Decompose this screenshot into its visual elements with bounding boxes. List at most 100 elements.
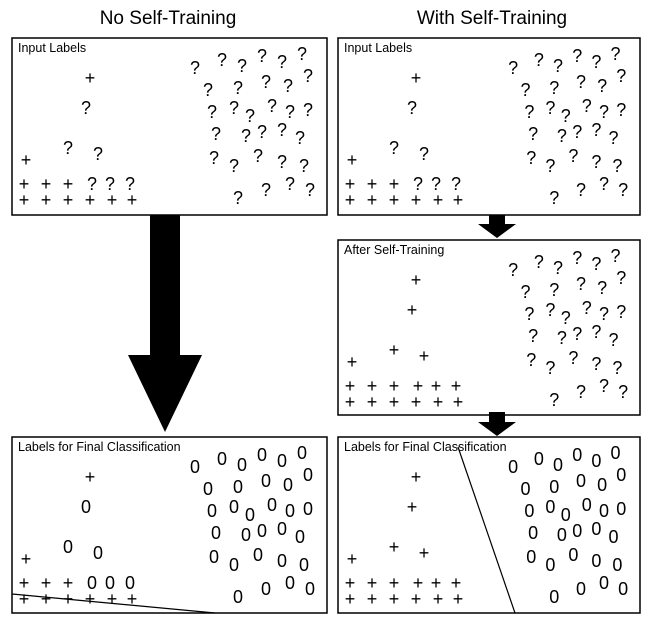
symbol: ? <box>576 72 586 92</box>
symbol: 0 <box>582 495 592 515</box>
symbol: + <box>345 573 356 593</box>
symbol: + <box>411 589 422 609</box>
symbol: ? <box>508 260 518 280</box>
symbol: 0 <box>616 499 626 519</box>
symbol: 0 <box>521 479 531 499</box>
symbol: 0 <box>561 505 571 525</box>
symbol: ? <box>572 46 582 66</box>
symbol: 0 <box>576 579 586 599</box>
symbol: 0 <box>125 573 135 593</box>
panel-title: Labels for Final Classification <box>344 440 507 454</box>
symbol: 0 <box>549 477 559 497</box>
symbol: 0 <box>229 555 239 575</box>
symbol: ? <box>553 56 563 76</box>
symbol: ? <box>612 156 622 176</box>
symbol: 0 <box>261 471 271 491</box>
arrow <box>478 215 516 238</box>
symbol: 0 <box>261 579 271 599</box>
symbol: 0 <box>277 451 287 471</box>
panel <box>337 239 641 416</box>
symbol: ? <box>451 174 461 194</box>
symbol: + <box>431 573 442 593</box>
symbol: + <box>451 573 462 593</box>
symbol: + <box>367 392 378 412</box>
symbol: ? <box>203 80 213 100</box>
symbol: + <box>367 190 378 210</box>
symbol: ? <box>549 188 559 208</box>
symbol: ? <box>599 304 609 324</box>
symbol: 0 <box>241 525 251 545</box>
symbol: 0 <box>610 443 620 463</box>
symbol: ? <box>285 174 295 194</box>
symbol: ? <box>93 144 103 164</box>
symbol: + <box>41 190 52 210</box>
symbol: 0 <box>229 497 239 517</box>
symbol: ? <box>545 98 555 118</box>
symbol: ? <box>253 146 263 166</box>
symbol: 0 <box>285 573 295 593</box>
symbol: ? <box>303 66 313 86</box>
symbol: ? <box>526 148 536 168</box>
symbol: + <box>345 174 356 194</box>
symbol: 0 <box>305 579 315 599</box>
symbol: ? <box>610 44 620 64</box>
symbol: + <box>19 589 30 609</box>
symbol: + <box>85 68 96 88</box>
column-header: No Self-Training <box>100 8 237 29</box>
symbol: 0 <box>297 443 307 463</box>
symbol: + <box>453 589 464 609</box>
panel-title: After Self-Training <box>344 243 444 257</box>
symbol: ? <box>599 174 609 194</box>
symbol: + <box>431 376 442 396</box>
symbol: + <box>85 589 96 609</box>
symbol: + <box>419 346 430 366</box>
symbol: ? <box>524 304 534 324</box>
symbol: 0 <box>253 545 263 565</box>
symbol: ? <box>576 274 586 294</box>
symbol: ? <box>528 124 538 144</box>
symbol: ? <box>431 174 441 194</box>
symbol: 0 <box>545 497 555 517</box>
symbol: ? <box>591 322 601 342</box>
symbol: 0 <box>534 449 544 469</box>
panel-title: Input Labels <box>18 41 86 55</box>
symbol: + <box>41 573 52 593</box>
symbol: 0 <box>257 521 267 541</box>
symbol: + <box>413 573 424 593</box>
symbol: ? <box>81 98 91 118</box>
symbol: ? <box>572 324 582 344</box>
symbol: ? <box>63 138 73 158</box>
symbol: 0 <box>233 477 243 497</box>
symbol: + <box>411 68 422 88</box>
symbol: + <box>41 174 52 194</box>
symbol: ? <box>545 358 555 378</box>
symbol: + <box>127 589 138 609</box>
symbol: 0 <box>87 573 97 593</box>
symbol: 0 <box>591 551 601 571</box>
symbol: ? <box>618 180 628 200</box>
symbol: 0 <box>207 501 217 521</box>
symbol: 0 <box>233 587 243 607</box>
arrow <box>128 215 202 432</box>
symbol: + <box>413 376 424 396</box>
symbol: 0 <box>568 545 578 565</box>
symbol: + <box>21 549 32 569</box>
symbol: + <box>419 543 430 563</box>
symbol: ? <box>217 50 227 70</box>
symbol: 0 <box>549 587 559 607</box>
symbol: + <box>389 190 400 210</box>
symbol: 0 <box>267 495 277 515</box>
symbol: 0 <box>285 501 295 521</box>
symbol: 0 <box>526 547 536 567</box>
symbol: ? <box>241 126 251 146</box>
symbol: ? <box>557 126 567 146</box>
symbol: ? <box>591 120 601 140</box>
symbol: ? <box>549 78 559 98</box>
symbol: 0 <box>572 445 582 465</box>
symbol: 0 <box>545 555 555 575</box>
symbol: + <box>389 174 400 194</box>
symbol: 0 <box>524 501 534 521</box>
symbol: + <box>85 467 96 487</box>
symbol: 0 <box>257 445 267 465</box>
